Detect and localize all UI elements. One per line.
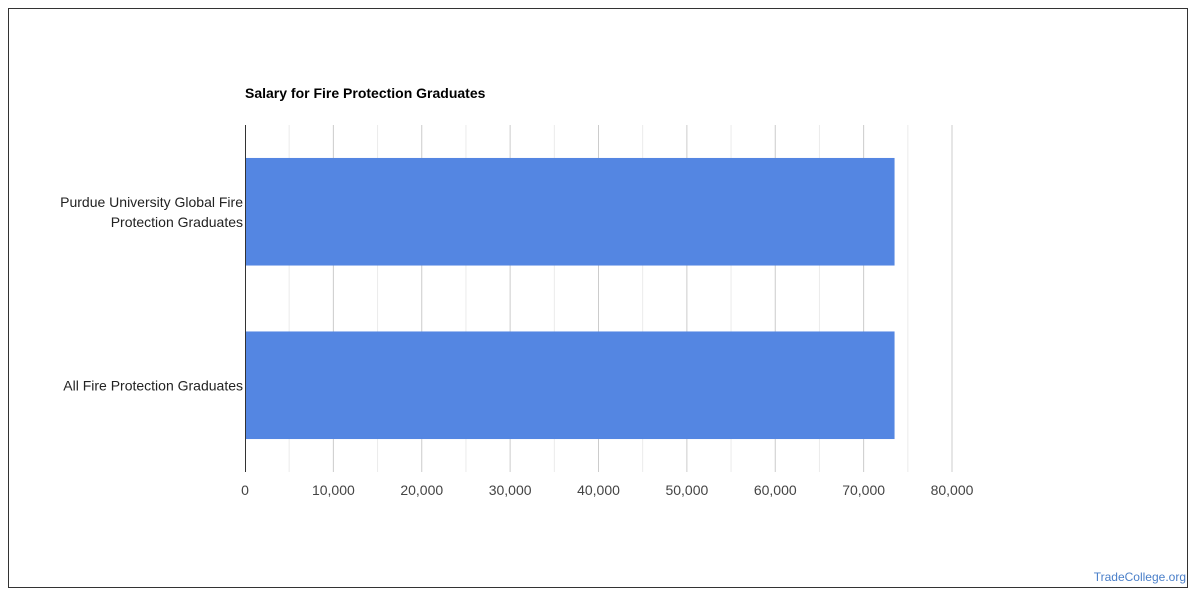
x-tick-label: 50,000 <box>665 482 708 498</box>
x-tick-label: 20,000 <box>400 482 443 498</box>
watermark: TradeCollege.org <box>1093 570 1186 584</box>
x-tick-label: 30,000 <box>489 482 532 498</box>
x-tick-label: 60,000 <box>754 482 797 498</box>
bar <box>245 331 895 440</box>
x-tick-label: 80,000 <box>931 482 974 498</box>
x-tick-label: 0 <box>241 482 249 498</box>
chart-title: Salary for Fire Protection Graduates <box>245 85 486 101</box>
x-tick-label: 70,000 <box>842 482 885 498</box>
x-tick-label: 10,000 <box>312 482 355 498</box>
category-label: Purdue University Global Fire <box>60 194 243 210</box>
bar <box>245 157 895 266</box>
category-label: Protection Graduates <box>111 214 243 230</box>
category-label: All Fire Protection Graduates <box>63 377 243 393</box>
x-tick-label: 40,000 <box>577 482 620 498</box>
